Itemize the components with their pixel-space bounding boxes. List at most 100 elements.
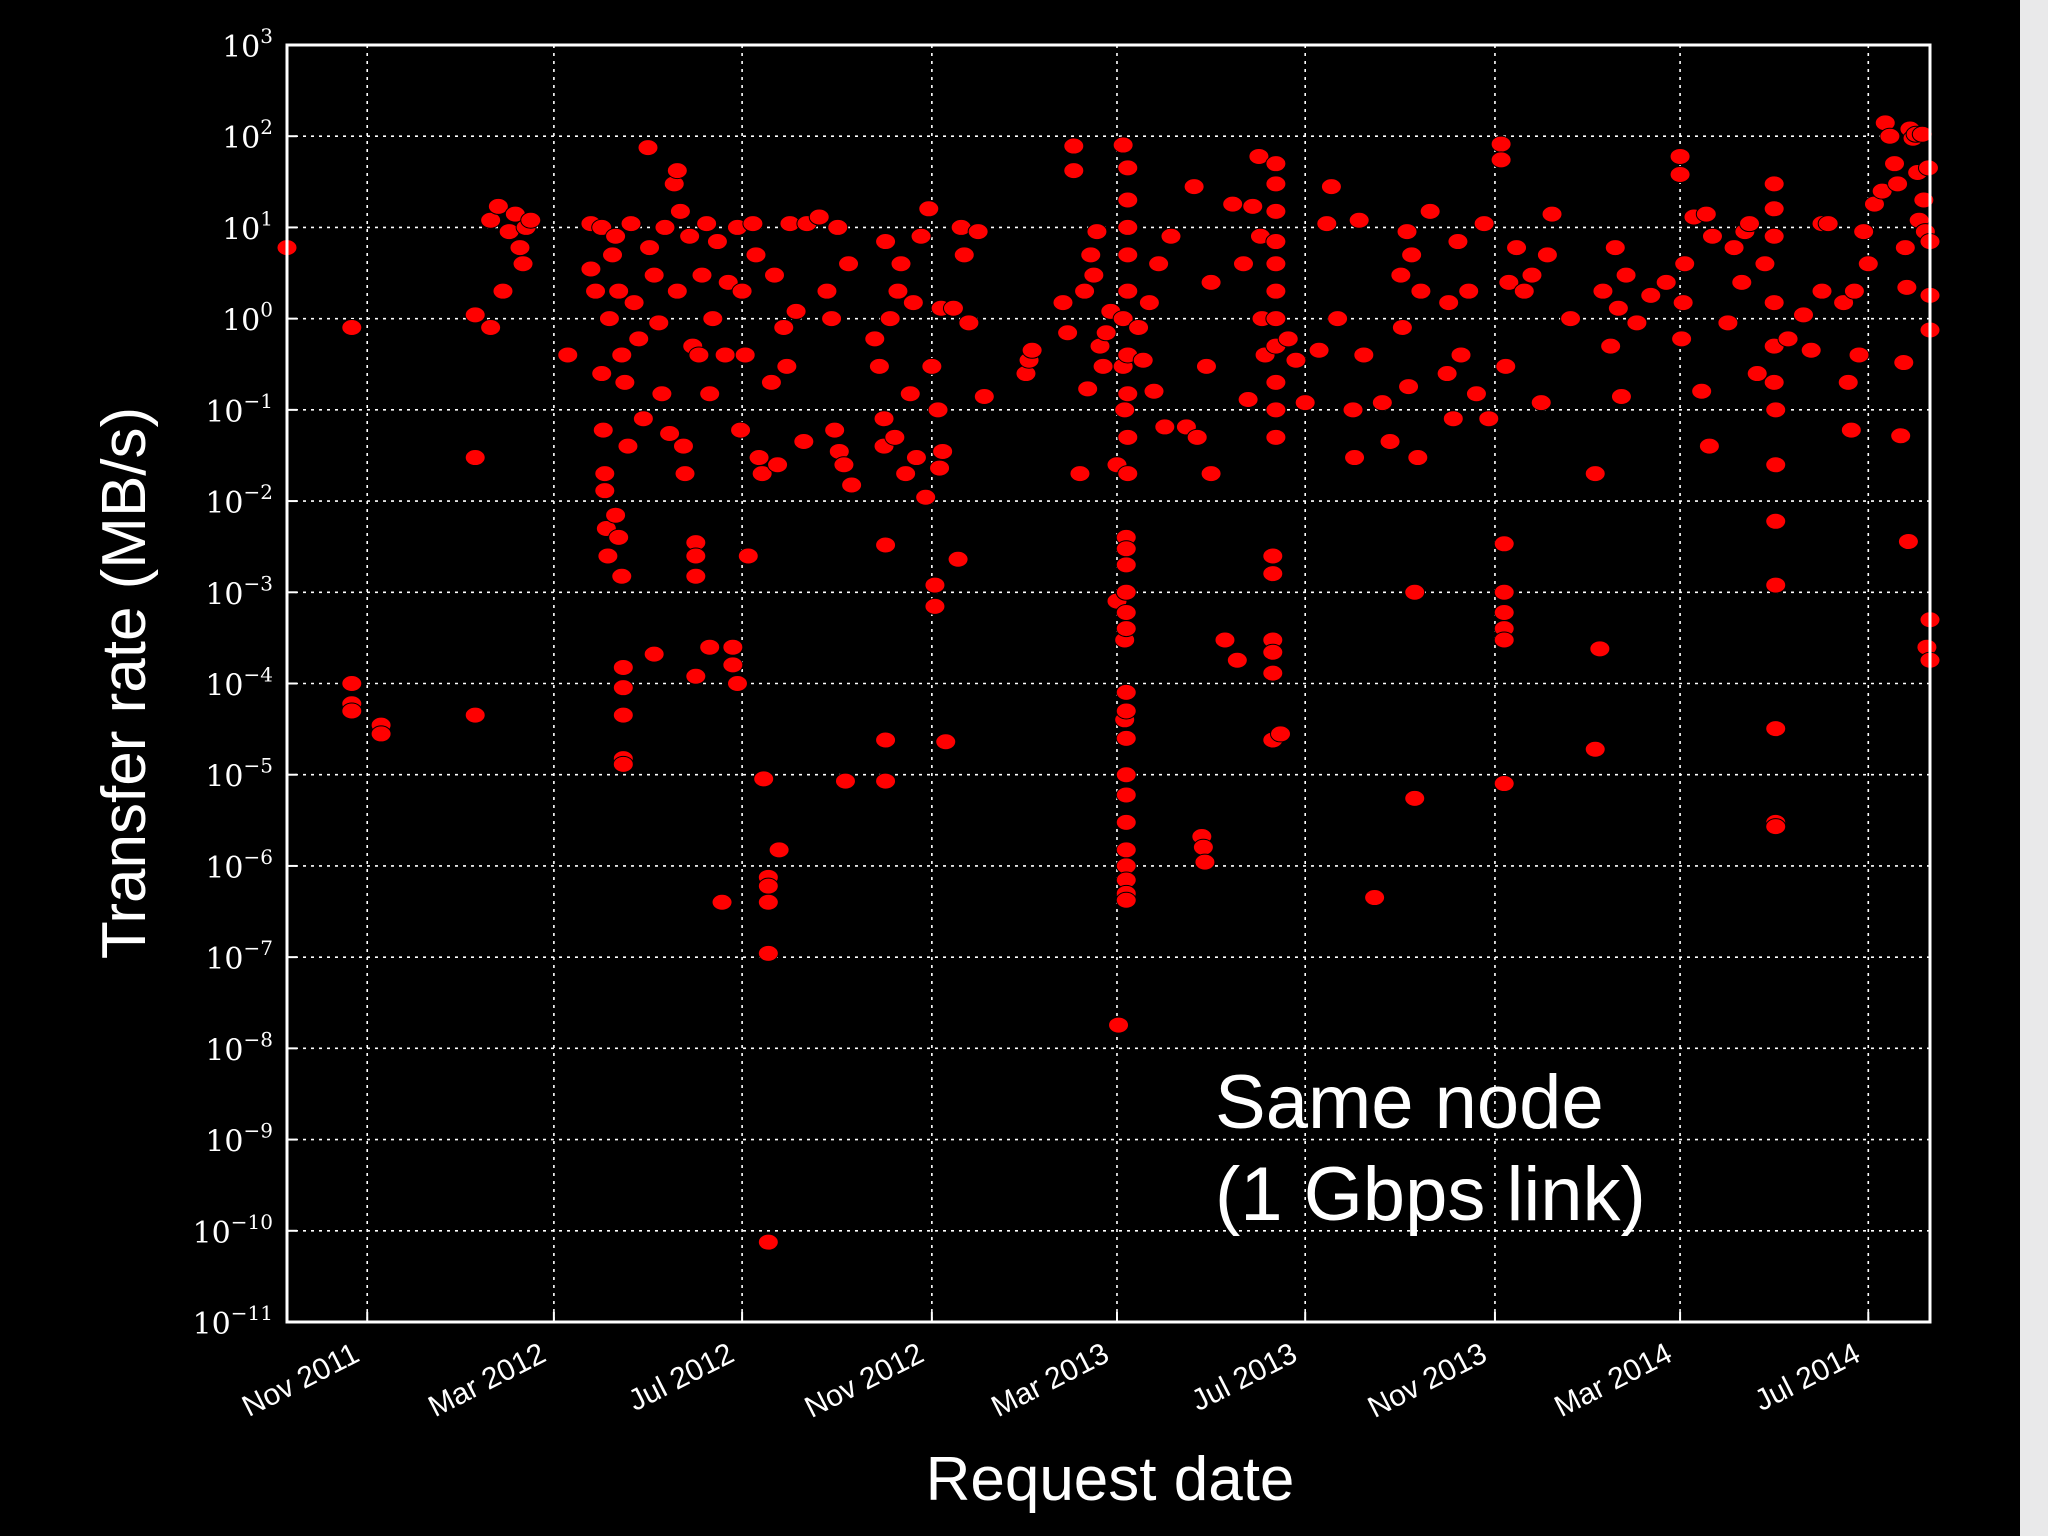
data-point <box>623 294 645 312</box>
data-point <box>632 410 654 428</box>
data-point <box>1890 427 1912 445</box>
data-point <box>679 227 701 245</box>
data-point <box>648 314 670 332</box>
data-point <box>1115 857 1137 875</box>
data-point <box>651 385 673 403</box>
data-point <box>1792 306 1814 324</box>
data-point <box>1186 428 1208 446</box>
data-point <box>757 877 779 895</box>
y-tick-label: 10−6 <box>205 845 273 886</box>
data-point <box>341 702 363 720</box>
data-point <box>932 442 954 460</box>
data-point <box>1404 789 1426 807</box>
y-tick-label: 10−1 <box>205 389 273 430</box>
data-point <box>492 282 514 300</box>
data-point <box>1364 889 1386 907</box>
data-point <box>612 706 634 724</box>
data-point <box>1530 394 1552 412</box>
data-point <box>868 357 890 375</box>
data-point <box>1513 282 1535 300</box>
data-point <box>1092 357 1114 375</box>
y-tick-label: 102 <box>222 115 273 156</box>
data-point <box>341 318 363 336</box>
data-point <box>1063 162 1085 180</box>
data-point <box>1308 341 1330 359</box>
data-point <box>1478 410 1500 428</box>
data-point <box>1857 255 1879 273</box>
data-point <box>887 282 909 300</box>
data-point <box>643 266 665 284</box>
data-point <box>672 437 694 455</box>
data-point <box>967 223 989 241</box>
x-axis-title: Request date <box>926 1445 1295 1514</box>
data-point <box>464 306 486 324</box>
data-point <box>1117 218 1139 236</box>
data-point <box>1265 310 1287 328</box>
data-point <box>1407 449 1429 467</box>
data-point <box>1669 166 1691 184</box>
y-axis-ticks: 103 102 101 100 10−1 10−2 10−3 10−4 10−5 10−6 10−7… <box>193 24 297 1342</box>
data-point <box>730 421 752 439</box>
data-point <box>1237 390 1259 408</box>
data-point <box>585 282 607 300</box>
data-point <box>947 550 969 568</box>
data-point <box>1117 246 1139 264</box>
data-point <box>1765 818 1787 836</box>
data-point <box>1226 651 1248 669</box>
data-point <box>827 218 849 236</box>
data-point <box>580 260 602 278</box>
data-point <box>767 456 789 474</box>
data-point <box>717 273 739 291</box>
data-point <box>1604 239 1626 257</box>
data-point <box>512 255 534 273</box>
data-point <box>834 772 856 790</box>
data-point <box>760 373 782 391</box>
data-point <box>1498 273 1520 291</box>
data-point <box>1143 382 1165 400</box>
data-point <box>598 310 620 328</box>
data-point <box>1765 576 1787 594</box>
data-point <box>973 388 995 406</box>
data-point <box>1265 428 1287 446</box>
data-point <box>654 218 676 236</box>
data-points <box>276 114 1941 1251</box>
data-point <box>935 733 957 751</box>
data-point <box>702 310 724 328</box>
data-point <box>691 266 713 284</box>
data-point <box>958 314 980 332</box>
data-point <box>1763 200 1785 218</box>
data-point <box>1626 314 1648 332</box>
data-point <box>785 302 807 320</box>
y-tick-label: 10−7 <box>205 936 273 977</box>
data-point <box>1074 282 1096 300</box>
data-point <box>637 139 659 157</box>
data-point <box>833 456 855 474</box>
data-point <box>895 465 917 483</box>
data-point <box>757 1233 779 1251</box>
y-axis-title: Transfer rate (MB/s) <box>90 407 159 959</box>
data-point <box>669 202 691 220</box>
data-point <box>1242 197 1264 215</box>
data-point <box>1021 341 1043 359</box>
data-point <box>1917 159 1939 177</box>
data-point <box>1691 382 1713 400</box>
data-point <box>1853 223 1875 241</box>
data-point <box>1438 294 1460 312</box>
data-point <box>611 567 633 585</box>
data-point <box>605 227 627 245</box>
data-point <box>1128 318 1150 336</box>
data-point <box>1248 147 1270 165</box>
data-point <box>1183 178 1205 196</box>
data-point <box>1316 215 1338 233</box>
data-point <box>1083 266 1105 284</box>
data-point <box>1493 535 1515 553</box>
data-point <box>793 432 815 450</box>
data-point <box>1447 233 1469 251</box>
data-point <box>1390 266 1412 284</box>
data-point <box>699 638 721 656</box>
data-point <box>1115 604 1137 622</box>
data-point <box>864 330 886 348</box>
data-point <box>1148 255 1170 273</box>
data-point <box>1270 725 1292 743</box>
data-point <box>1884 155 1906 173</box>
